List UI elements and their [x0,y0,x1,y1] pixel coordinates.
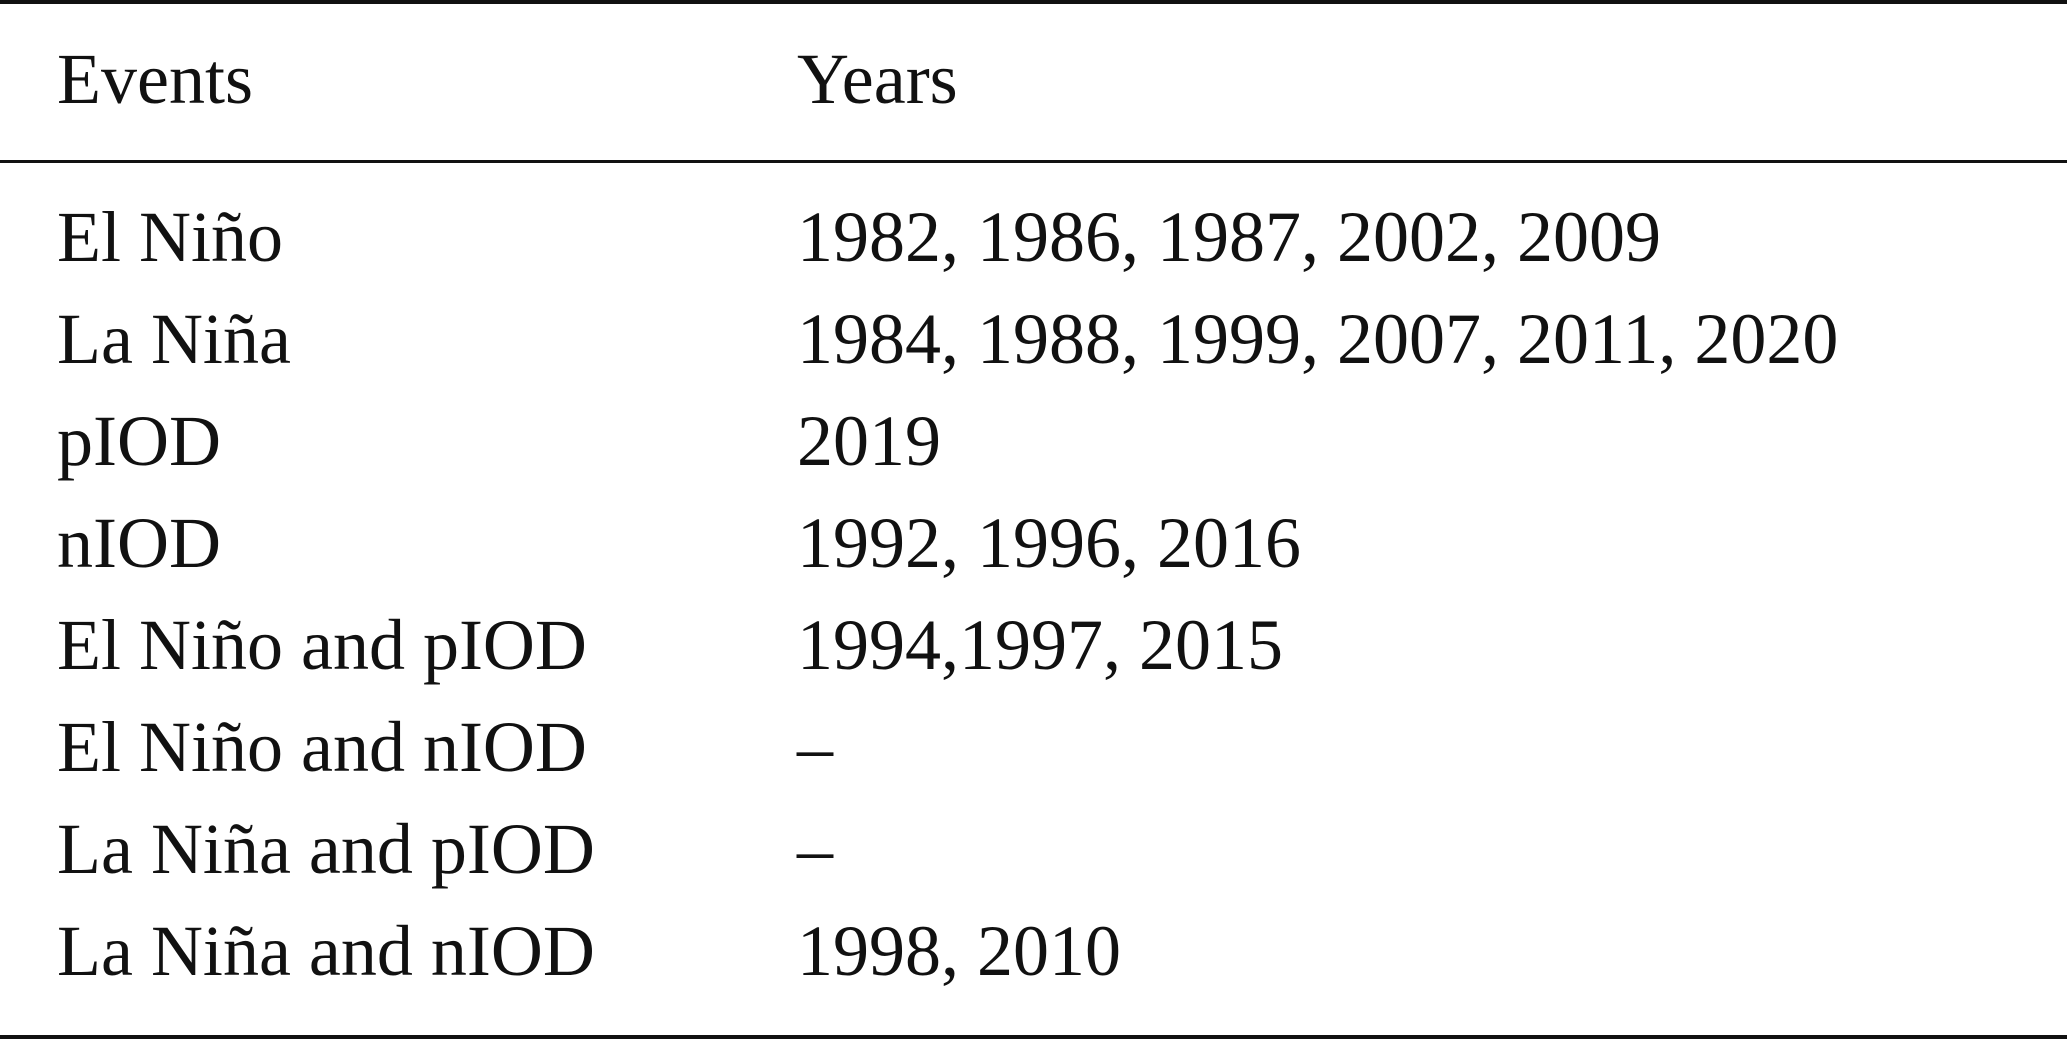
header-cell: Years [797,39,958,119]
top-rule [0,0,2067,4]
years-cell: 1994,1997, 2015 [797,605,1283,685]
event-cell: pIOD [57,401,221,481]
event-cell: El Niño and pIOD [57,605,587,685]
event-cell: El Niño [57,197,283,277]
event-cell: El Niño and nIOD [57,707,587,787]
years-cell: 1992, 1996, 2016 [797,503,1301,583]
event-cell: nIOD [57,503,221,583]
header-rule [0,160,2067,163]
years-cell: 2019 [797,401,941,481]
years-cell: 1984, 1988, 1999, 2007, 2011, 2020 [797,299,1839,379]
years-cell: – [797,809,833,889]
event-cell: La Niña and nIOD [57,911,595,991]
years-cell: 1998, 2010 [797,911,1121,991]
years-cell: – [797,707,833,787]
event-cell: La Niña [57,299,291,379]
header-cell: Events [57,39,253,119]
event-cell: La Niña and pIOD [57,809,595,889]
bottom-rule [0,1035,2067,1039]
years-cell: 1982, 1986, 1987, 2002, 2009 [797,197,1661,277]
